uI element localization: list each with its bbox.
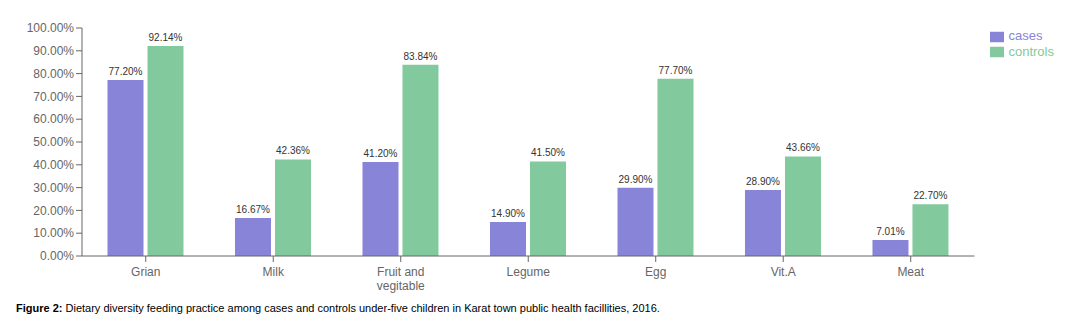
svg-text:Legume: Legume	[507, 265, 551, 279]
html-text:cases: cases	[1008, 28, 1043, 43]
svg-text:77.20%: 77.20%	[109, 66, 143, 77]
svg-text:41.20%: 41.20%	[364, 148, 398, 159]
svg-text:92.14%: 92.14%	[149, 32, 183, 43]
svg-text:22.70%: 22.70%	[914, 190, 948, 201]
html-text:Figure 2: Dietary diversity fe: Figure 2: Dietary diversity feeding prac…	[16, 302, 660, 314]
svg-text:Vit.A: Vit.A	[771, 265, 796, 279]
svg-text:42.36%: 42.36%	[276, 145, 310, 156]
svg-text:83.84%: 83.84%	[404, 51, 438, 62]
svg-text:30.00%: 30.00%	[33, 181, 74, 195]
svg-text:Meat: Meat	[897, 265, 924, 279]
svg-text:Egg: Egg	[645, 265, 666, 279]
svg-text:10.00%: 10.00%	[33, 226, 74, 240]
svg-text:41.50%: 41.50%	[531, 147, 565, 158]
svg-text:80.00%: 80.00%	[33, 67, 74, 81]
svg-text:60.00%: 60.00%	[33, 112, 74, 126]
svg-text:100.00%: 100.00%	[27, 21, 75, 35]
svg-text:Grian: Grian	[131, 265, 160, 279]
svg-text:90.00%: 90.00%	[33, 44, 74, 58]
svg-text:0.00%: 0.00%	[40, 249, 74, 263]
svg-text:7.01%: 7.01%	[876, 226, 904, 237]
svg-text:16.67%: 16.67%	[236, 204, 270, 215]
svg-text:Fruit andvegitable: Fruit andvegitable	[377, 265, 425, 293]
svg-text:29.90%: 29.90%	[619, 174, 653, 185]
svg-text:43.66%: 43.66%	[786, 142, 820, 153]
svg-text:20.00%: 20.00%	[33, 204, 74, 218]
svg-text:77.70%: 77.70%	[659, 65, 693, 76]
svg-text:Milk: Milk	[263, 265, 285, 279]
svg-text:40.00%: 40.00%	[33, 158, 74, 172]
svg-text:70.00%: 70.00%	[33, 90, 74, 104]
svg-text:14.90%: 14.90%	[491, 208, 525, 219]
html-text:controls: controls	[1008, 43, 1054, 59]
svg-text:50.00%: 50.00%	[33, 135, 74, 149]
svg-text:28.90%: 28.90%	[746, 176, 780, 187]
